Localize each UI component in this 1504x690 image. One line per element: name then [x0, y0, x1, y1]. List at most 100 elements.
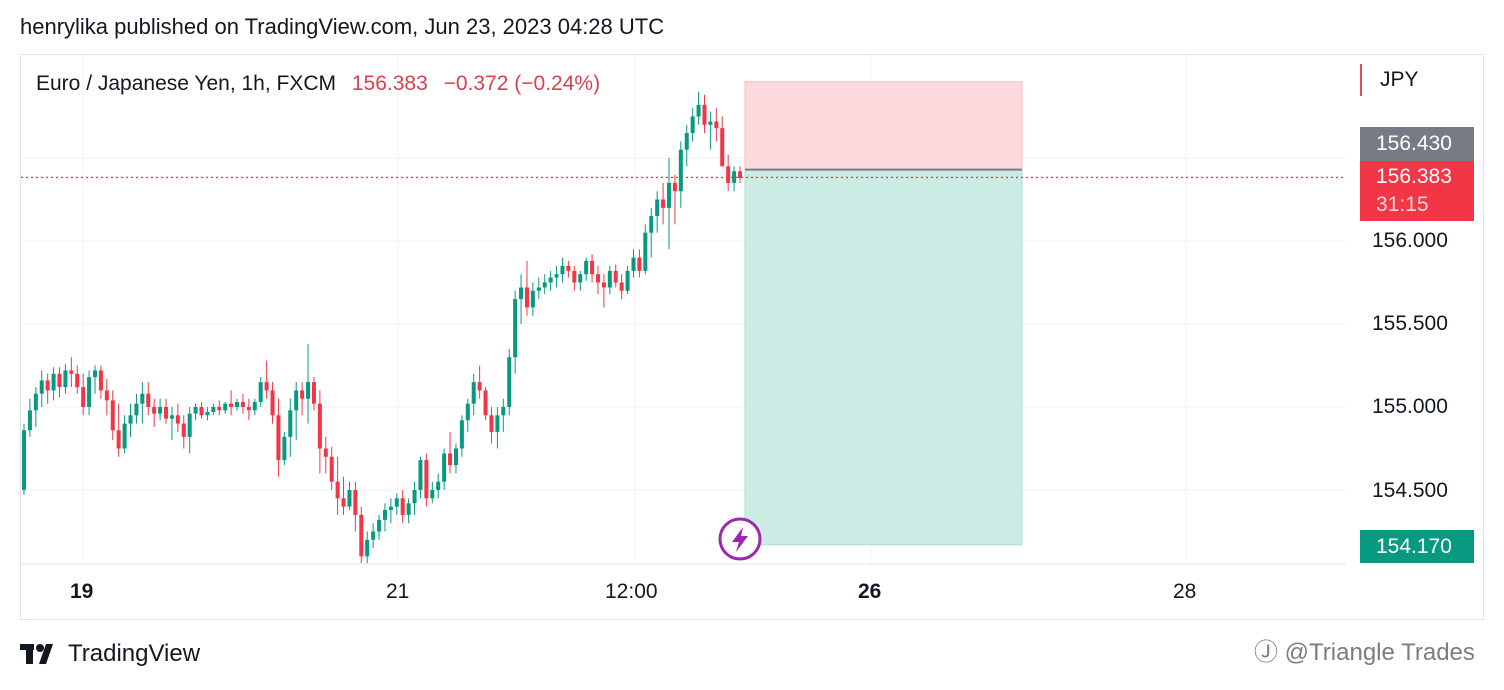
price-axis-label: 155.000 — [1372, 395, 1448, 418]
candle-down — [489, 407, 494, 444]
candle-body — [140, 393, 145, 404]
symbol-legend[interactable]: Euro / Japanese Yen, 1h, FXCM 156.383 −0… — [36, 72, 600, 96]
candle-body — [696, 104, 701, 117]
candle-body — [453, 448, 458, 466]
candle-down — [246, 398, 251, 421]
watermark: Ⓙ @Triangle Trades — [1254, 632, 1475, 667]
chart-frame — [20, 54, 1484, 620]
candle-body — [359, 514, 364, 557]
candle-up — [134, 393, 139, 424]
candle-body — [536, 287, 541, 291]
candle-up — [382, 503, 387, 532]
candle-body — [643, 232, 648, 271]
candle-body — [477, 382, 482, 391]
candle-body — [507, 357, 512, 407]
candle-body — [388, 506, 393, 510]
candle-body — [75, 373, 80, 388]
candle-down — [116, 403, 121, 457]
candle-up — [542, 274, 547, 295]
candle-up — [655, 191, 660, 233]
time-axis-label: 28 — [1173, 580, 1197, 603]
candle-down — [240, 393, 245, 414]
candle-body — [199, 407, 204, 416]
take-profit-zone — [744, 169, 1023, 546]
candle-up — [584, 257, 589, 281]
candle-down — [341, 476, 346, 515]
candle-body — [294, 390, 299, 411]
candle-body — [631, 257, 636, 271]
candle-body — [513, 299, 518, 358]
time-axis-label: 12:00 — [605, 580, 658, 603]
candle-body — [110, 400, 115, 431]
candle-body — [134, 403, 139, 416]
candle-body — [193, 407, 198, 414]
candle-body — [590, 260, 595, 275]
candle-body — [448, 453, 453, 466]
candle-up — [418, 456, 423, 499]
candle-body — [619, 282, 624, 291]
candle-up — [732, 166, 737, 192]
candle-down — [175, 403, 180, 432]
candle-up — [519, 274, 524, 324]
candle-down — [276, 398, 281, 477]
candle-down — [566, 260, 571, 278]
candle-down — [613, 264, 618, 288]
candle-up — [554, 265, 559, 288]
candle-body — [595, 274, 600, 283]
candle-up — [128, 403, 133, 437]
candle-body — [240, 402, 245, 407]
candle-body — [300, 390, 305, 399]
candle-up — [442, 448, 447, 490]
candle-down — [672, 174, 677, 225]
candle-body — [572, 270, 577, 283]
candle-up — [169, 407, 174, 441]
candle-body — [104, 390, 109, 401]
candle-body — [406, 503, 411, 515]
candle-down — [448, 431, 453, 474]
candle-up — [607, 265, 612, 295]
candle-body — [323, 448, 328, 457]
candle-body — [317, 403, 322, 449]
candle-body — [152, 407, 157, 414]
candle-body — [690, 116, 695, 134]
candle-body — [548, 277, 553, 283]
legend-change: −0.372 (−0.24%) — [443, 72, 601, 95]
candle-body — [430, 490, 435, 499]
candle-up — [347, 481, 352, 510]
candle-body — [341, 498, 346, 507]
candle-down — [702, 94, 707, 134]
candle-body — [311, 382, 316, 404]
candle-body — [702, 104, 707, 125]
candle-body — [33, 393, 38, 411]
candle-up — [122, 415, 127, 454]
tradingview-logo[interactable]: TradingView — [20, 640, 200, 668]
candle-body — [158, 407, 163, 414]
candle-body — [122, 423, 127, 449]
candle-up — [578, 270, 583, 291]
candle-up — [205, 407, 210, 421]
candle-up — [631, 249, 636, 278]
candle-body — [519, 287, 524, 300]
candle-down — [45, 373, 50, 404]
candle-body — [164, 407, 169, 419]
candle-up — [306, 343, 311, 424]
candle-body — [211, 407, 216, 412]
candle-up — [453, 443, 458, 474]
candle-up — [140, 382, 145, 424]
currency-label[interactable]: JPY — [1380, 68, 1419, 91]
candle-up — [708, 111, 713, 150]
candle-up — [536, 277, 541, 300]
candle-body — [613, 270, 618, 283]
short-position-tool — [744, 81, 1023, 546]
candle-down — [264, 360, 269, 399]
candle-up — [666, 158, 672, 250]
candle-body — [51, 373, 56, 391]
candle-up — [501, 398, 506, 432]
candle-up — [530, 282, 535, 316]
candle-up — [643, 224, 648, 275]
candle-body — [566, 265, 571, 271]
candle-up — [690, 108, 695, 142]
candle-body — [353, 490, 358, 515]
currency-marker — [1360, 64, 1362, 96]
